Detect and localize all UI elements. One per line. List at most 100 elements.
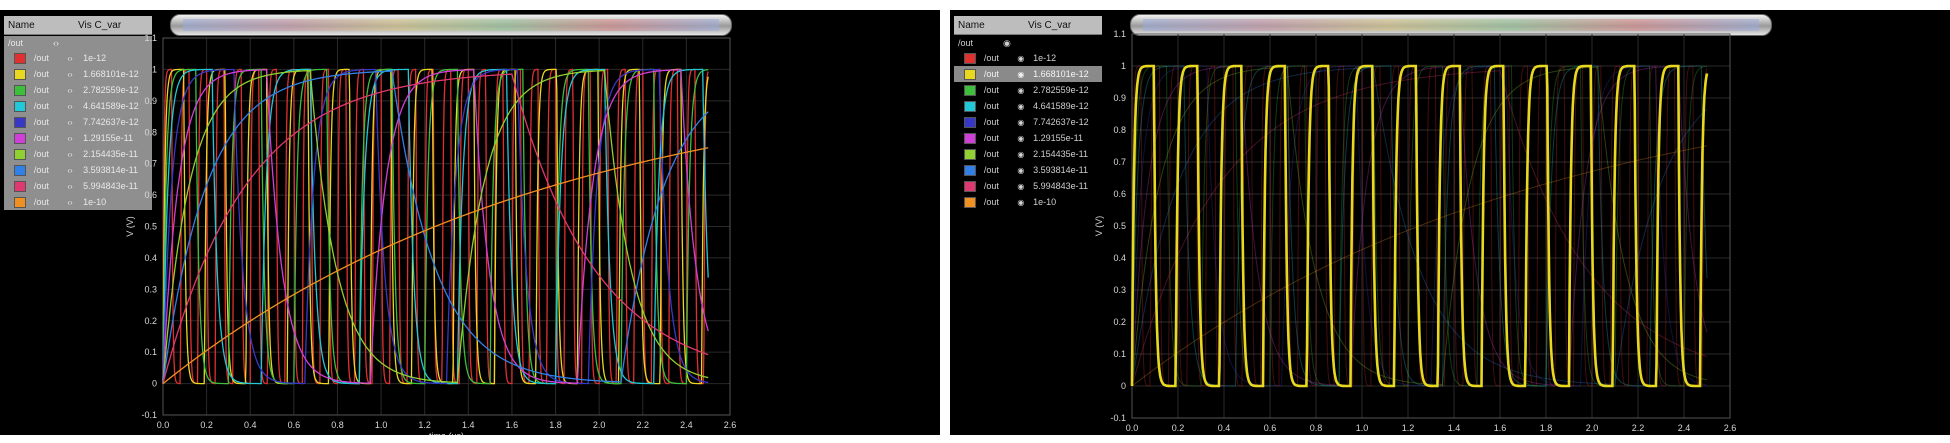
series-line[interactable]	[1131, 66, 1708, 387]
legend-row[interactable]: /out ◉ 4.641589e-12	[954, 98, 1102, 114]
visibility-icon[interactable]: ‹›	[53, 38, 60, 48]
y-tick-label: 0.3	[1113, 285, 1126, 295]
series-line[interactable]	[162, 69, 709, 384]
signal-name: /out	[33, 181, 49, 191]
series-line[interactable]	[162, 68, 709, 385]
color-swatch	[14, 100, 26, 112]
param-value: 1e-12	[1033, 53, 1057, 63]
series-line[interactable]	[162, 68, 709, 385]
x-tick-label: 0.4	[1218, 423, 1231, 433]
legend-row[interactable]: /out ‹› 1.29155e-11	[4, 130, 152, 146]
series-line[interactable]	[1131, 145, 1708, 387]
color-swatch	[964, 100, 976, 112]
series-line[interactable]	[1131, 65, 1707, 387]
color-swatch	[964, 148, 976, 160]
series-line[interactable]	[162, 68, 709, 385]
legend-body: /out ◉ /out ◉ 1e-12/out ◉ 1.668101e-12/out ◉ 2…	[954, 36, 1102, 210]
legend-row[interactable]: /out ◉ 2.782559e-12	[954, 82, 1102, 98]
visibility-icon[interactable]: ‹›	[67, 181, 73, 191]
x-axis-label: time (us)	[1413, 434, 1448, 435]
legend-row[interactable]: /out ‹› 2.154435e-11	[4, 146, 152, 162]
signal-name: /out	[983, 117, 999, 127]
visibility-icon[interactable]: ‹›	[67, 197, 73, 207]
y-tick-label: 1.1	[144, 33, 157, 43]
legend-row[interactable]: /out ◉ 1e-12	[954, 50, 1102, 66]
signal-name: /out	[33, 117, 49, 127]
x-tick-label: 1.4	[462, 420, 475, 430]
x-tick-label: 0.8	[331, 420, 344, 430]
visibility-icon[interactable]: ◉	[1017, 53, 1025, 63]
x-tick-label: 1.2	[1402, 423, 1415, 433]
legend-row[interactable]: /out ◉ 1.668101e-12	[954, 66, 1102, 82]
visibility-icon[interactable]: ◉	[1003, 37, 1011, 48]
legend-row[interactable]: /out ◉ 1e-10	[954, 194, 1102, 210]
legend-rows: /out ◉ 1e-12/out ◉ 1.668101e-12/out ◉ 2.782559…	[954, 50, 1102, 210]
visibility-icon[interactable]: ◉	[1017, 133, 1025, 143]
legend-body: /out ‹› /out ‹› 1e-12/out ‹› 1.668101e-12/ou…	[4, 36, 152, 210]
legend-row[interactable]: /out ◉ 3.593814e-11	[954, 162, 1102, 178]
x-tick-label: 1.6	[506, 420, 519, 430]
legend-row[interactable]: /out ‹› 4.641589e-12	[4, 98, 152, 114]
series-line[interactable]	[1131, 65, 1708, 387]
overview-waveform-preview	[1143, 19, 1759, 31]
visibility-icon[interactable]: ◉	[1017, 197, 1025, 207]
visibility-icon[interactable]: ‹›	[67, 117, 73, 127]
visibility-icon[interactable]: ‹›	[67, 149, 73, 159]
y-tick-label: 0.2	[144, 316, 157, 326]
overview-scrollbar[interactable]	[170, 14, 732, 36]
signal-name: /out	[33, 85, 49, 95]
visibility-icon[interactable]: ◉	[1017, 181, 1025, 191]
series-line[interactable]	[162, 73, 709, 384]
visibility-icon[interactable]: ◉	[1017, 165, 1025, 175]
legend-row[interactable]: /out ‹› 3.593814e-11	[4, 162, 152, 178]
visibility-icon[interactable]: ‹›	[67, 165, 73, 175]
x-tick-label: 0.8	[1310, 423, 1323, 433]
series-line[interactable]	[1131, 70, 1708, 387]
signal-name: /out	[33, 197, 49, 207]
legend-row[interactable]: /out ◉ 2.154435e-11	[954, 146, 1102, 162]
visibility-icon[interactable]: ‹›	[67, 133, 73, 143]
x-tick-label: 0.6	[288, 420, 301, 430]
waveform-window-left: Name Vis C_var /out ‹› /out ‹› 1e-12/out ‹›…	[0, 10, 940, 435]
visibility-icon[interactable]: ◉	[1017, 149, 1025, 159]
param-value: 1e-10	[83, 197, 107, 207]
color-swatch	[964, 68, 976, 80]
legend-row[interactable]: /out ‹› 1.668101e-12	[4, 66, 152, 82]
legend-row[interactable]: /out ◉ 1.29155e-11	[954, 130, 1102, 146]
color-swatch	[14, 84, 26, 96]
series-line[interactable]	[1130, 64, 1709, 388]
color-swatch	[964, 52, 976, 64]
series-line[interactable]	[162, 70, 709, 384]
series-line[interactable]	[1131, 65, 1708, 387]
visibility-icon[interactable]: ‹›	[67, 69, 73, 79]
visibility-icon[interactable]: ‹›	[67, 85, 73, 95]
legend-row[interactable]: /out ‹› 7.742637e-12	[4, 114, 152, 130]
series-line[interactable]	[162, 147, 709, 385]
visibility-icon[interactable]: ‹›	[67, 53, 73, 63]
series-line[interactable]	[162, 69, 709, 384]
legend-row[interactable]: /out ◉ 7.742637e-12	[954, 114, 1102, 130]
legend-row[interactable]: /out ‹› 1e-12	[4, 50, 152, 66]
legend-root-signal[interactable]: /out ‹›	[4, 36, 152, 50]
legend-header-var: Vis C_var	[78, 19, 122, 31]
color-swatch	[14, 164, 26, 176]
legend-row[interactable]: /out ‹› 2.782559e-12	[4, 82, 152, 98]
legend-header: Name Vis C_var	[4, 16, 152, 35]
series-line[interactable]	[162, 68, 709, 385]
legend-row[interactable]: /out ‹› 5.994843e-11	[4, 178, 152, 194]
visibility-icon[interactable]: ◉	[1017, 69, 1025, 79]
visibility-icon[interactable]: ◉	[1017, 85, 1025, 95]
waveform-plot[interactable]: -0.1 0 0.1 0.2 0.3 0.4 0.5 0.6 0.7 0.8 0.9 1 1.1 0.0 0…	[0, 10, 940, 435]
overview-scrollbar[interactable]	[1130, 14, 1772, 36]
legend-row[interactable]: /out ◉ 5.994843e-11	[954, 178, 1102, 194]
waveform-plot[interactable]: -0.1 0 0.1 0.2 0.3 0.4 0.5 0.6 0.7 0.8 0.9 1 1.1 0.0 0…	[950, 10, 1950, 435]
legend-root-label: /out	[8, 38, 24, 48]
legend-root-signal[interactable]: /out ◉	[954, 36, 1102, 50]
visibility-icon[interactable]: ‹›	[67, 101, 73, 111]
y-tick-label: 0.7	[1113, 157, 1126, 167]
visibility-icon[interactable]: ◉	[1017, 117, 1025, 127]
param-value: 2.154435e-11	[1033, 149, 1088, 159]
visibility-icon[interactable]: ◉	[1017, 101, 1025, 111]
legend-row[interactable]: /out ‹› 1e-10	[4, 194, 152, 210]
color-swatch	[14, 116, 26, 128]
